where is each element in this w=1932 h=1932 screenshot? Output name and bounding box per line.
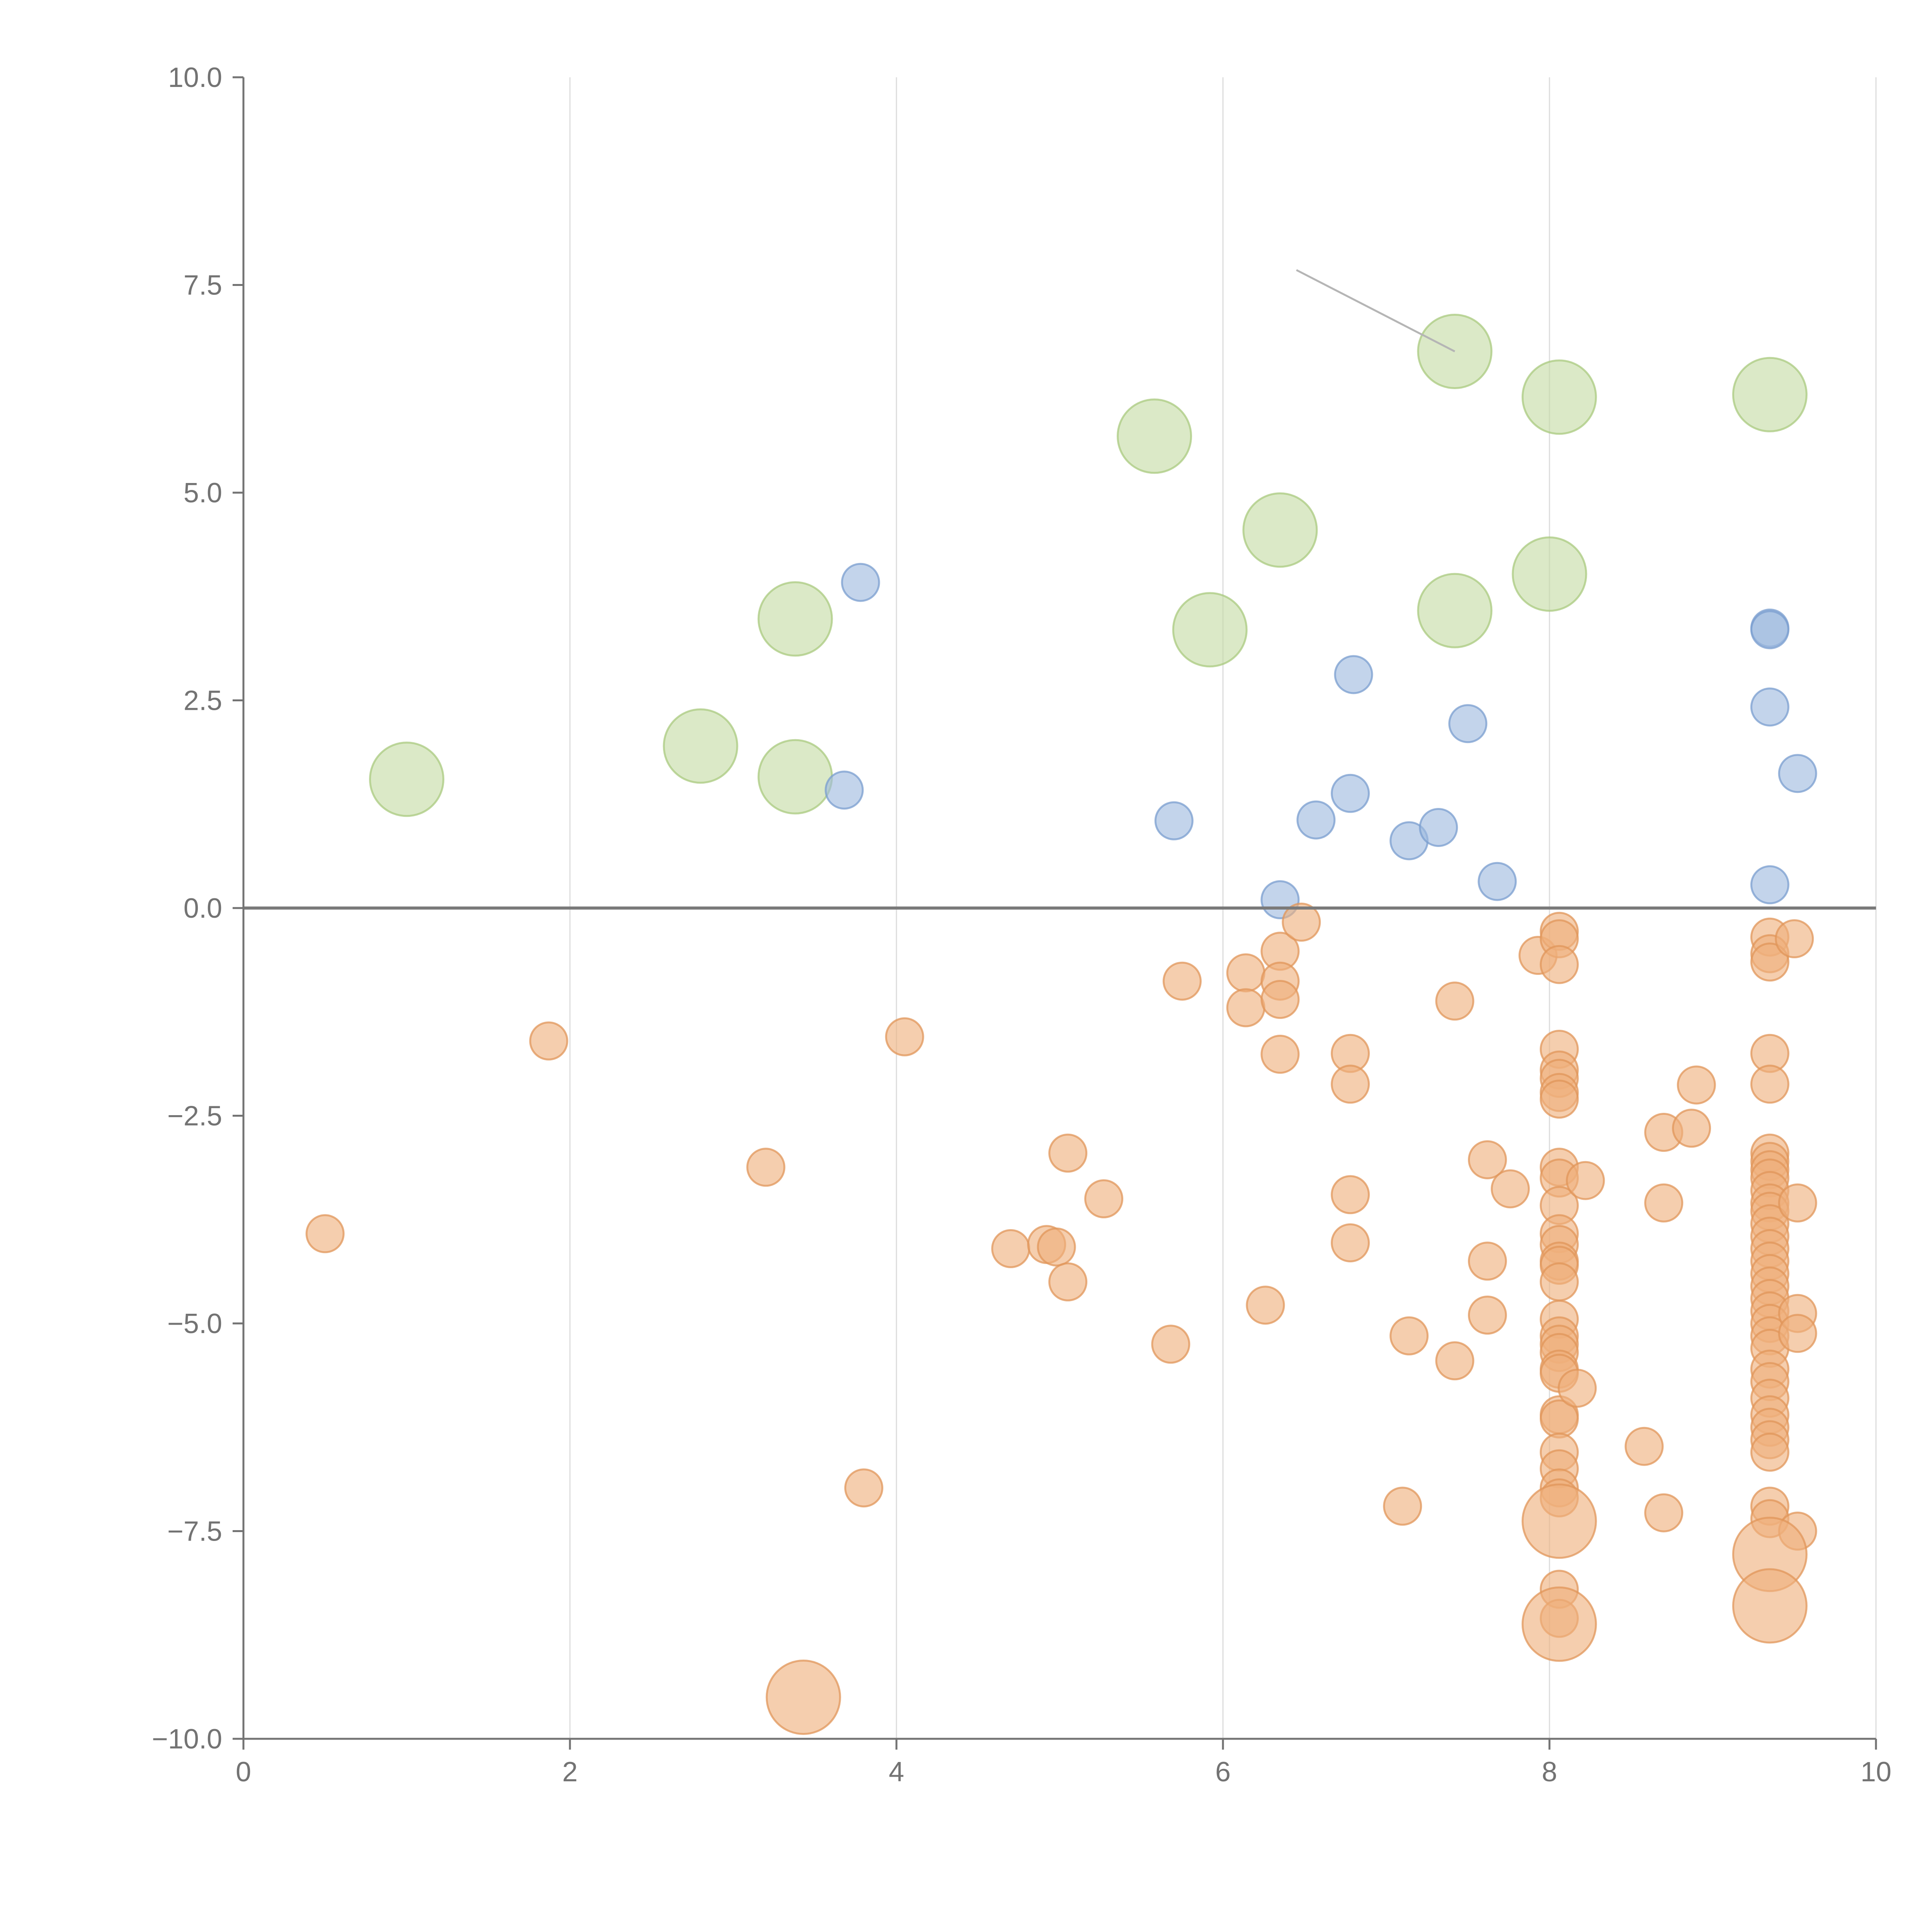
point-blue-small-5 [1331, 774, 1370, 813]
point-orange-small-101 [1750, 1432, 1789, 1472]
point-orange-small-4 [885, 1017, 924, 1056]
point-orange-small-104 [1775, 919, 1814, 959]
point-orange-small-49 [1539, 1262, 1579, 1301]
point-green-large-6 [1242, 492, 1318, 568]
point-orange-small-0 [305, 1214, 345, 1253]
point-orange-small-31 [1468, 1296, 1507, 1335]
point-orange-small-7 [1037, 1227, 1076, 1267]
point-orange-small-20 [1282, 903, 1321, 942]
point-green-large-0 [369, 742, 444, 817]
point-orange-small-105 [1778, 1183, 1817, 1223]
point-orange-small-24 [1331, 1223, 1370, 1262]
point-orange-small-19 [1260, 1034, 1300, 1074]
point-orange-small-2 [746, 1148, 786, 1187]
point-orange-small-36 [1539, 945, 1579, 984]
point-orange-small-27 [1435, 981, 1475, 1021]
x-tick-label-4: 8 [1542, 1757, 1557, 1787]
point-orange-large-0 [765, 1660, 841, 1735]
x-tick-label-1: 2 [562, 1757, 578, 1787]
point-orange-small-74 [1750, 942, 1789, 982]
annotation-leader-line [1296, 269, 1456, 352]
point-orange-small-10 [1084, 1179, 1124, 1218]
point-orange-large-1 [1521, 1483, 1597, 1559]
y-tick-label-5: −2.5 [167, 1101, 222, 1132]
point-blue-small-1 [825, 770, 864, 810]
point-orange-small-13 [1226, 953, 1265, 993]
point-orange-small-22 [1331, 1065, 1370, 1104]
point-orange-small-65 [1566, 1161, 1605, 1200]
point-blue-small-13 [1750, 687, 1789, 727]
y-tick-label-2: 5.0 [184, 478, 222, 509]
y-tick-label-6: −5.0 [167, 1308, 222, 1339]
y-tick-label-4: 0.0 [184, 893, 222, 924]
point-orange-small-3 [844, 1468, 883, 1508]
axes: 0 2 4 6 8 10 10.0 7.5 5.0 2.5 0.0 −2.5 −5.0 −7.5 −10.0 [152, 62, 1891, 1787]
y-tick-label-7: −7.5 [167, 1516, 222, 1547]
point-blue-small-8 [1419, 808, 1458, 847]
point-orange-small-14 [1226, 988, 1265, 1027]
point-orange-small-8 [1048, 1133, 1088, 1173]
point-blue-small-10 [1478, 862, 1517, 901]
point-orange-large-4 [1732, 1568, 1808, 1644]
point-orange-small-25 [1383, 1486, 1422, 1526]
point-blue-small-0 [841, 563, 880, 602]
x-tick-label-5: 10 [1861, 1757, 1891, 1787]
point-orange-small-76 [1750, 1065, 1789, 1104]
point-green-large-5 [1172, 592, 1248, 668]
point-orange-small-66 [1624, 1427, 1664, 1466]
point-orange-small-5 [991, 1229, 1031, 1268]
point-orange-small-70 [1672, 1109, 1711, 1148]
point-green-large-10 [1521, 359, 1597, 435]
point-orange-small-11 [1151, 1325, 1190, 1364]
x-tick-label-0: 0 [236, 1757, 251, 1787]
point-green-large-2 [757, 739, 833, 815]
point-orange-small-68 [1644, 1183, 1684, 1223]
point-green-large-9 [1512, 536, 1587, 612]
point-blue-small-2 [1154, 801, 1194, 840]
point-orange-small-29 [1468, 1140, 1507, 1179]
point-blue-small-12 [1750, 610, 1789, 650]
point-orange-small-69 [1644, 1493, 1684, 1532]
point-orange-small-18 [1260, 980, 1300, 1019]
point-blue-small-9 [1448, 704, 1488, 743]
x-tick-label-3: 6 [1215, 1757, 1231, 1787]
annotations [1296, 269, 1456, 352]
point-orange-small-64 [1558, 1369, 1597, 1408]
y-tick-label-1: 7.5 [184, 270, 222, 301]
data-points [305, 314, 1817, 1735]
point-green-large-4 [1117, 398, 1192, 474]
point-green-large-1 [663, 708, 738, 784]
point-green-large-11 [1732, 357, 1808, 432]
point-orange-small-32 [1491, 1169, 1530, 1209]
point-orange-small-26 [1389, 1316, 1429, 1355]
point-orange-small-12 [1162, 961, 1202, 1001]
point-green-large-8 [1417, 573, 1493, 648]
point-orange-small-9 [1048, 1262, 1088, 1301]
y-tick-label-0: 10.0 [168, 62, 222, 93]
point-orange-small-41 [1539, 1080, 1579, 1119]
point-orange-small-71 [1677, 1065, 1716, 1105]
x-tick-label-2: 4 [889, 1757, 904, 1787]
point-orange-small-107 [1778, 1314, 1817, 1353]
point-orange-small-23 [1331, 1175, 1370, 1214]
point-orange-small-30 [1468, 1242, 1507, 1281]
point-orange-small-15 [1246, 1286, 1285, 1325]
point-orange-small-1 [529, 1021, 568, 1061]
point-blue-small-6 [1334, 655, 1373, 694]
point-blue-small-15 [1778, 754, 1817, 793]
y-tick-label-3: 2.5 [184, 685, 222, 716]
point-blue-small-14 [1750, 865, 1789, 905]
point-orange-large-2 [1521, 1586, 1597, 1662]
point-orange-small-28 [1435, 1341, 1475, 1381]
point-blue-small-4 [1296, 800, 1336, 840]
y-tick-label-8: −10.0 [152, 1724, 222, 1755]
point-green-large-3 [757, 581, 833, 657]
